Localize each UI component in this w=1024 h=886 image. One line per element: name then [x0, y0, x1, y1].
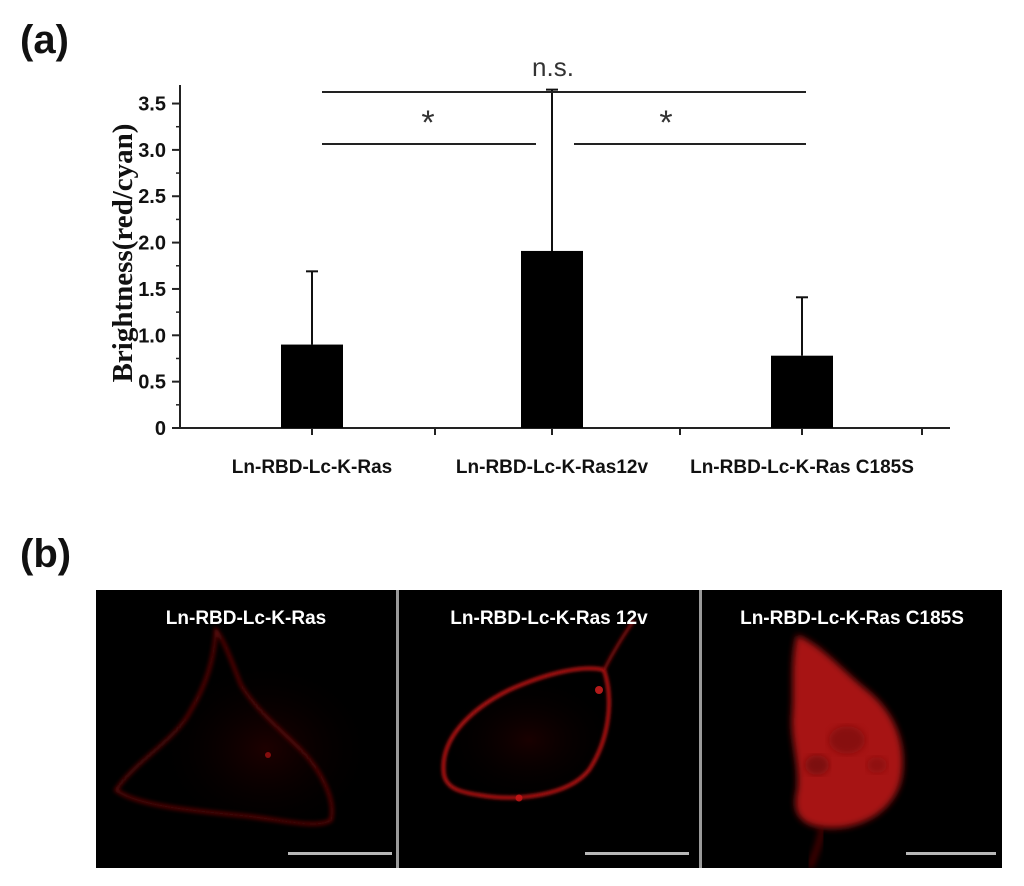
- y-tick-label: 3.0: [138, 140, 166, 162]
- micrograph-panel-k-ras-12v: Ln-RBD-Lc-K-Ras 12v: [399, 590, 699, 868]
- x-tick-label: Ln-RBD-Lc-K-Ras C185S: [690, 457, 914, 478]
- micrograph-panel-k-ras-c185s: Ln-RBD-Lc-K-Ras C185S: [702, 590, 1002, 868]
- bar: [521, 250, 583, 428]
- panel-divider: [396, 590, 399, 868]
- x-tick-label: Ln-RBD-Lc-K-Ras: [232, 457, 392, 478]
- bar: [771, 355, 833, 428]
- x-tick-labels: Ln-RBD-Lc-K-Ras Ln-RBD-Lc-K-Ras12v Ln-RBD-…: [232, 457, 914, 478]
- panel-b-label: (b): [20, 532, 72, 576]
- scale-bar: [585, 852, 689, 855]
- significance-label: *: [659, 104, 672, 142]
- panel-divider: [699, 590, 702, 868]
- y-axis-label: Brightness(red/cyan): [107, 124, 139, 383]
- significance-label: *: [421, 104, 434, 142]
- micrograph-title: Ln-RBD-Lc-K-Ras C185S: [740, 608, 964, 629]
- micrograph-strip: Ln-RBD-Lc-K-Ras Ln-RBD-Lc-K-Ras 12v: [96, 590, 1002, 868]
- y-tick-label: 0: [155, 418, 166, 440]
- y-tick-label: 1.0: [138, 325, 166, 347]
- micrograph-title: Ln-RBD-Lc-K-Ras: [165, 608, 327, 629]
- y-tick-label: 1.5: [138, 279, 166, 301]
- y-tick-label: 0.5: [138, 372, 166, 394]
- y-tick-label: 2.0: [138, 233, 166, 255]
- significance-label: n.s.: [532, 52, 574, 82]
- scale-bar: [906, 852, 996, 855]
- micrograph-panel-k-ras: Ln-RBD-Lc-K-Ras: [96, 590, 396, 868]
- error-bars: [306, 88, 808, 356]
- scale-bar: [288, 852, 392, 855]
- bar-chart: 00.51.01.52.02.53.03.5 Ln-RBD-Lc-K-Ras Ln…: [107, 52, 950, 478]
- y-tick-label: 3.5: [138, 94, 166, 116]
- panel-a-label: (a): [20, 18, 69, 62]
- y-ticks: 0 0.5 1.0 1.5 2.0 2.5 3.0 3.5: [138, 94, 923, 440]
- significance-brackets: n.s. * *: [322, 52, 806, 145]
- bar: [281, 344, 343, 428]
- micrograph-title: Ln-RBD-Lc-K-Ras 12v: [450, 608, 648, 629]
- x-tick-label: Ln-RBD-Lc-K-Ras12v: [456, 457, 649, 478]
- y-tick-label: 2.5: [138, 186, 166, 208]
- bars: [281, 250, 833, 428]
